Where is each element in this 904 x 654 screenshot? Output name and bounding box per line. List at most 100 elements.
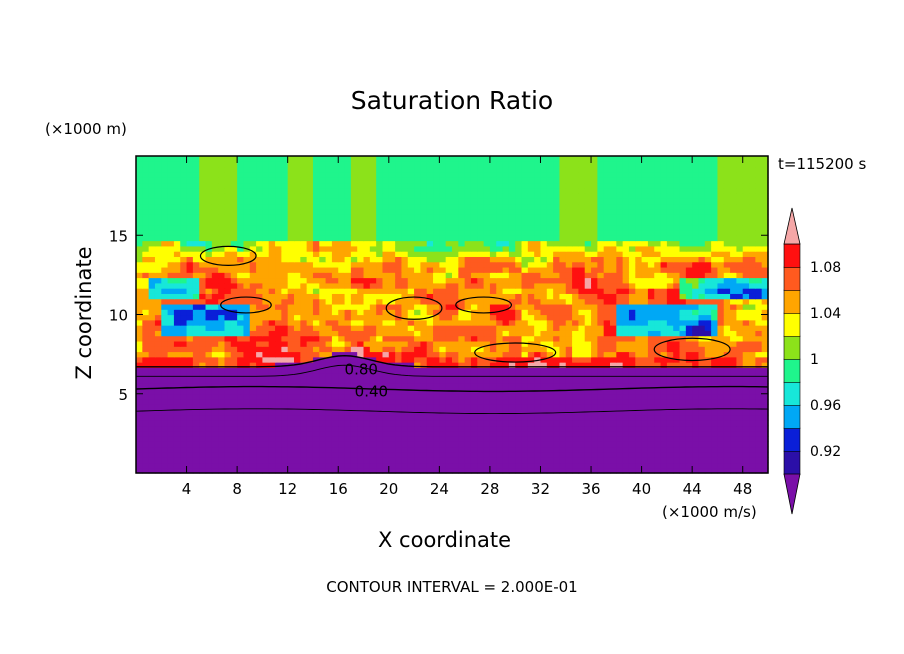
field-cell bbox=[635, 229, 643, 236]
field-cell bbox=[546, 298, 554, 305]
field-cell bbox=[268, 367, 276, 374]
field-cell bbox=[180, 362, 188, 368]
field-cell bbox=[180, 288, 188, 294]
field-cell bbox=[553, 414, 561, 421]
field-cell bbox=[414, 298, 421, 305]
field-cell bbox=[483, 245, 491, 252]
field-cell bbox=[692, 288, 700, 294]
field-cell bbox=[388, 266, 396, 273]
field-cell bbox=[749, 261, 756, 268]
field-cell bbox=[243, 219, 251, 226]
field-cell bbox=[148, 441, 156, 448]
field-cell bbox=[395, 330, 403, 337]
field-cell bbox=[534, 451, 542, 458]
field-cell bbox=[192, 451, 200, 458]
field-cell bbox=[199, 314, 207, 321]
field-cell bbox=[761, 351, 769, 358]
field-cell bbox=[540, 451, 548, 458]
field-cell bbox=[224, 224, 232, 231]
field-cell bbox=[641, 351, 649, 358]
field-cell bbox=[439, 356, 447, 363]
field-cell bbox=[742, 256, 750, 263]
field-cell bbox=[382, 325, 390, 331]
field-cell bbox=[647, 251, 655, 257]
field-cell bbox=[136, 261, 143, 268]
field-cell bbox=[369, 214, 377, 220]
field-cell bbox=[749, 462, 756, 469]
field-cell bbox=[344, 335, 352, 342]
field-cell bbox=[319, 399, 327, 405]
field-cell bbox=[477, 404, 485, 411]
field-cell bbox=[572, 229, 579, 236]
field-cell bbox=[363, 414, 371, 421]
field-cell bbox=[363, 214, 371, 220]
field-cell bbox=[319, 282, 327, 289]
field-cell bbox=[357, 240, 365, 247]
field-cell bbox=[723, 282, 731, 289]
field-cell bbox=[565, 457, 573, 464]
field-cell bbox=[312, 399, 320, 405]
field-cell bbox=[597, 340, 605, 347]
field-cell bbox=[717, 319, 725, 326]
field-cell bbox=[420, 319, 428, 326]
field-cell bbox=[584, 346, 592, 353]
field-cell bbox=[489, 224, 497, 231]
field-cell bbox=[742, 462, 750, 469]
field-cell bbox=[325, 251, 333, 257]
field-cell bbox=[192, 430, 200, 437]
field-cell bbox=[369, 261, 377, 268]
field-cell bbox=[275, 314, 282, 321]
field-cell bbox=[287, 288, 295, 294]
field-cell bbox=[723, 325, 731, 331]
field-cell bbox=[616, 245, 624, 252]
field-cell bbox=[376, 208, 384, 215]
field-cell bbox=[647, 346, 655, 353]
field-cell bbox=[597, 298, 605, 305]
field-cell bbox=[180, 377, 188, 384]
field-cell bbox=[369, 425, 377, 432]
field-cell bbox=[616, 420, 624, 427]
field-cell bbox=[685, 409, 693, 416]
field-cell bbox=[205, 399, 213, 405]
field-cell bbox=[723, 245, 731, 252]
field-cell bbox=[730, 256, 737, 263]
field-cell bbox=[521, 351, 529, 358]
field-cell bbox=[527, 346, 535, 353]
field-cell bbox=[496, 293, 504, 300]
field-cell bbox=[458, 219, 466, 226]
field-cell bbox=[616, 346, 624, 353]
field-cell bbox=[635, 372, 643, 379]
field-cell bbox=[704, 314, 712, 321]
field-cell bbox=[205, 362, 213, 368]
field-cell bbox=[565, 256, 573, 263]
field-cell bbox=[192, 388, 200, 395]
field-cell bbox=[736, 367, 744, 374]
field-cell bbox=[559, 219, 567, 226]
field-cell bbox=[426, 272, 434, 279]
field-cell bbox=[496, 240, 504, 247]
field-cell bbox=[534, 430, 542, 437]
field-cell bbox=[243, 208, 251, 215]
field-cell bbox=[173, 229, 181, 236]
field-cell bbox=[338, 330, 346, 337]
field-cell bbox=[527, 356, 535, 363]
field-cell bbox=[357, 414, 365, 421]
field-cell bbox=[205, 214, 213, 220]
field-cell bbox=[243, 388, 251, 395]
field-cell bbox=[256, 256, 263, 263]
field-cell bbox=[211, 229, 219, 236]
field-cell bbox=[546, 356, 554, 363]
field-cell bbox=[635, 277, 643, 284]
field-cell bbox=[414, 462, 421, 469]
field-cell bbox=[218, 404, 226, 411]
field-cell bbox=[319, 457, 327, 464]
field-cell bbox=[616, 430, 624, 437]
field-cell bbox=[167, 362, 175, 368]
field-cell bbox=[553, 245, 561, 252]
field-cell bbox=[540, 251, 548, 257]
field-cell bbox=[275, 335, 282, 342]
field-cell bbox=[603, 330, 611, 337]
field-cell bbox=[300, 325, 308, 331]
field-cell bbox=[338, 409, 346, 416]
field-cell bbox=[717, 298, 725, 305]
